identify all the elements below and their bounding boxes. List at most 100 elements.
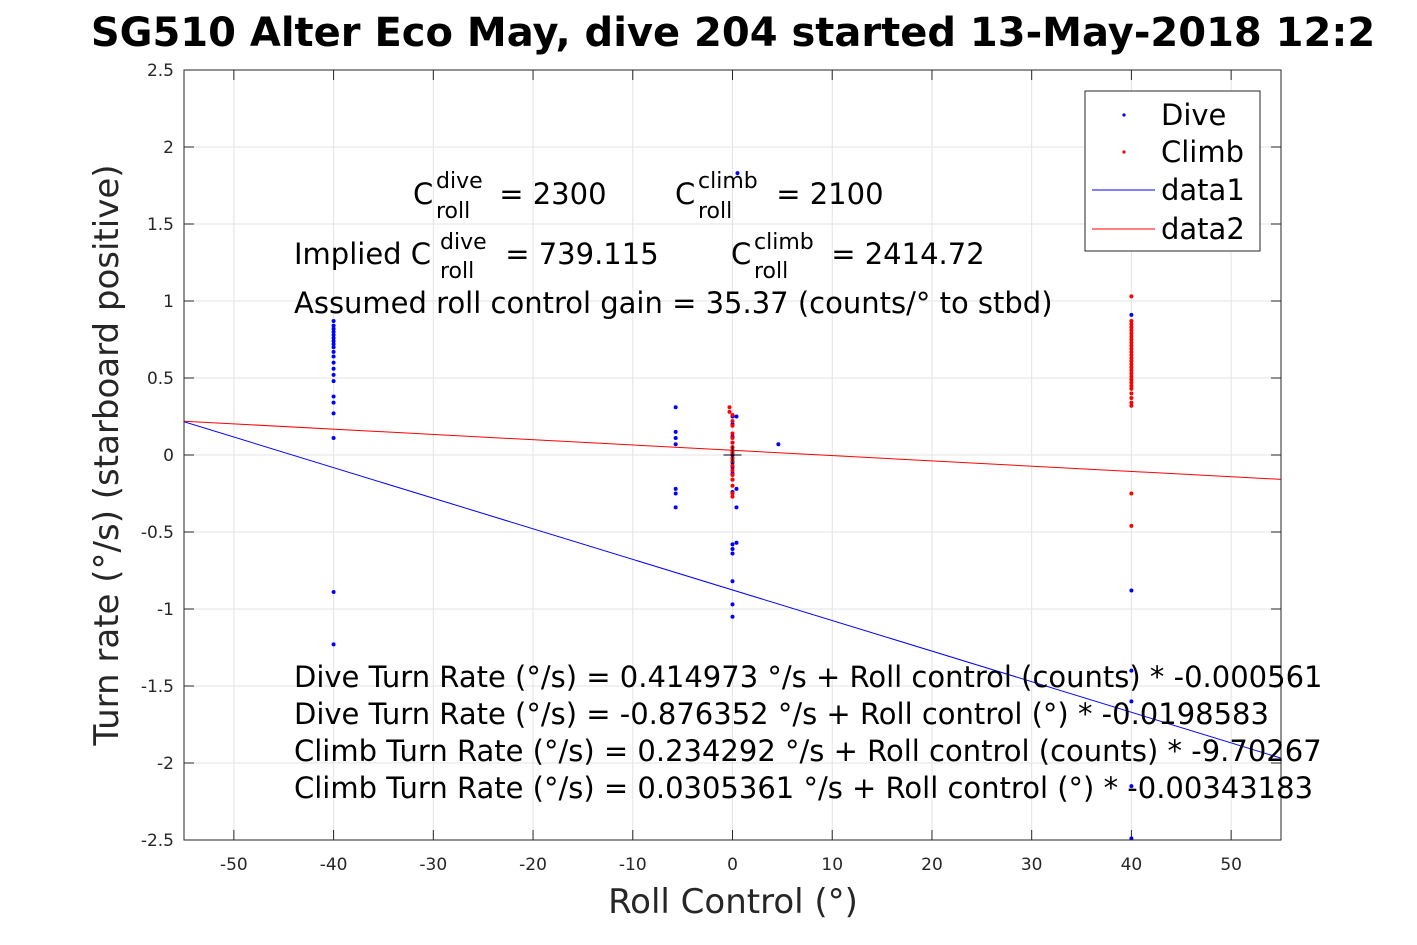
data-point-climb — [730, 494, 735, 499]
data-point-dive — [735, 171, 740, 176]
data-point-dive — [331, 366, 336, 371]
axes-box — [183, 69, 1282, 841]
data-point-dive — [730, 551, 735, 556]
data-point-dive — [331, 642, 336, 647]
data-point-dive — [331, 345, 336, 350]
data-point-climb — [1129, 343, 1134, 348]
data-point-dive — [1129, 784, 1134, 789]
c-roll-dive-value: = 2300 — [490, 177, 607, 211]
annotation-c-roll: C dive roll = 2300 C climb roll = 2100 — [413, 169, 884, 224]
x-tick-label: 0 — [727, 855, 738, 875]
data-point-dive — [331, 335, 336, 340]
implied-climb-c: C — [731, 237, 751, 271]
data-point-dive — [730, 602, 735, 607]
y-axis-label: Turn rate (°/s) (starboard positive) — [87, 164, 127, 746]
y-tick-label: -0.5 — [141, 523, 174, 543]
data-point-climb — [1129, 383, 1134, 388]
data-point-dive — [331, 590, 336, 595]
data-point-climb — [1129, 340, 1134, 345]
data-point-climb — [1129, 337, 1134, 342]
x-tick-label: 10 — [821, 855, 843, 875]
data-point-climb — [1129, 374, 1134, 379]
c-roll-dive-subscript: roll — [436, 199, 470, 224]
legend-marker-dive — [1122, 113, 1126, 117]
annotation-fit-3: Climb Turn Rate (°/s) = 0.234292 °/s + R… — [294, 734, 1322, 768]
data-point-dive — [730, 614, 735, 619]
tick-marks — [184, 69, 1281, 841]
x-tick-label: -20 — [519, 855, 547, 875]
data-point-climb — [1129, 400, 1134, 405]
data-point-climb — [730, 468, 735, 473]
c-roll-climb-c: C — [675, 177, 695, 211]
data-point-dive — [673, 436, 678, 441]
legend-label-data2: data2 — [1161, 212, 1245, 246]
c-roll-climb-superscript: climb — [698, 169, 758, 194]
legend: Dive Climb data1 data2 — [1084, 90, 1261, 252]
data-point-climb — [730, 412, 735, 417]
data-point-climb — [1129, 377, 1134, 382]
data-point-dive — [331, 436, 336, 441]
c-roll-climb-subscript: roll — [698, 199, 732, 224]
data-point-dive — [1129, 312, 1134, 317]
implied-dive-value: = 739.115 — [496, 237, 659, 271]
y-tick-labels: 2.5 2 1.5 1 0.5 0 -0.5 -1 -1.5 -2 -2.5 — [141, 61, 174, 851]
data-point-climb — [1129, 331, 1134, 336]
c-roll-dive-superscript: dive — [436, 169, 483, 194]
data-point-dive — [331, 319, 336, 324]
y-tick-label: 2.5 — [147, 61, 174, 81]
annotation-implied-c-roll: Implied C dive roll = 739.115 C climb ro… — [294, 230, 985, 284]
legend-label-climb: Climb — [1161, 135, 1244, 169]
y-tick-label: -2.5 — [141, 831, 174, 851]
data-point-climb — [1129, 391, 1134, 396]
x-tick-label: 40 — [1121, 855, 1143, 875]
data-point-climb — [1129, 325, 1134, 330]
x-tick-label: -10 — [619, 855, 647, 875]
data-point-climb — [1129, 334, 1134, 339]
data-point-dive — [331, 354, 336, 359]
legend-marker-climb — [1122, 150, 1126, 154]
y-tick-label: -1 — [157, 600, 174, 620]
data-point-climb — [1129, 386, 1134, 391]
x-tick-label: -50 — [220, 855, 248, 875]
legend-label-dive: Dive — [1161, 98, 1226, 132]
data-point-climb — [730, 473, 735, 478]
implied-dive-superscript: dive — [440, 230, 487, 255]
series-points-climb — [727, 294, 1134, 528]
data-point-dive — [331, 411, 336, 416]
data-point-climb — [1129, 294, 1134, 299]
y-tick-label: 1.5 — [147, 215, 174, 235]
data-point-climb — [1129, 396, 1134, 401]
x-tick-label: -40 — [320, 855, 348, 875]
data-point-climb — [1129, 328, 1134, 333]
y-tick-label: 2 — [163, 138, 174, 158]
data-point-dive — [673, 505, 678, 510]
data-point-dive — [331, 400, 336, 405]
y-tick-label: 0 — [163, 446, 174, 466]
x-tick-label: 30 — [1021, 855, 1043, 875]
series-line-data1 — [184, 421, 1281, 759]
implied-climb-subscript: roll — [754, 259, 788, 284]
data-point-climb — [1129, 523, 1134, 528]
origin-cross-marker — [723, 446, 742, 464]
data-point-dive — [331, 332, 336, 337]
data-point-dive — [673, 442, 678, 447]
data-point-climb — [730, 436, 735, 441]
x-tick-label: -30 — [419, 855, 447, 875]
data-point-dive — [734, 505, 739, 510]
data-point-climb — [1129, 365, 1134, 370]
data-point-dive — [673, 491, 678, 496]
x-tick-label: 20 — [921, 855, 943, 875]
annotation-roll-gain: Assumed roll control gain = 35.37 (count… — [294, 286, 1053, 320]
data-point-climb — [730, 440, 735, 445]
annotation-fit-2: Dive Turn Rate (°/s) = -0.876352 °/s + R… — [294, 697, 1269, 731]
data-point-dive — [734, 540, 739, 545]
data-point-climb — [730, 463, 735, 468]
data-point-dive — [730, 546, 735, 551]
y-tick-label: 1 — [163, 292, 174, 312]
data-point-dive — [331, 349, 336, 354]
data-point-dive — [331, 342, 336, 347]
y-tick-label: -1.5 — [141, 677, 174, 697]
chart-title: SG510 Alter Eco May, dive 204 started 13… — [91, 10, 1375, 56]
data-point-dive — [673, 429, 678, 434]
data-point-climb — [1129, 359, 1134, 364]
